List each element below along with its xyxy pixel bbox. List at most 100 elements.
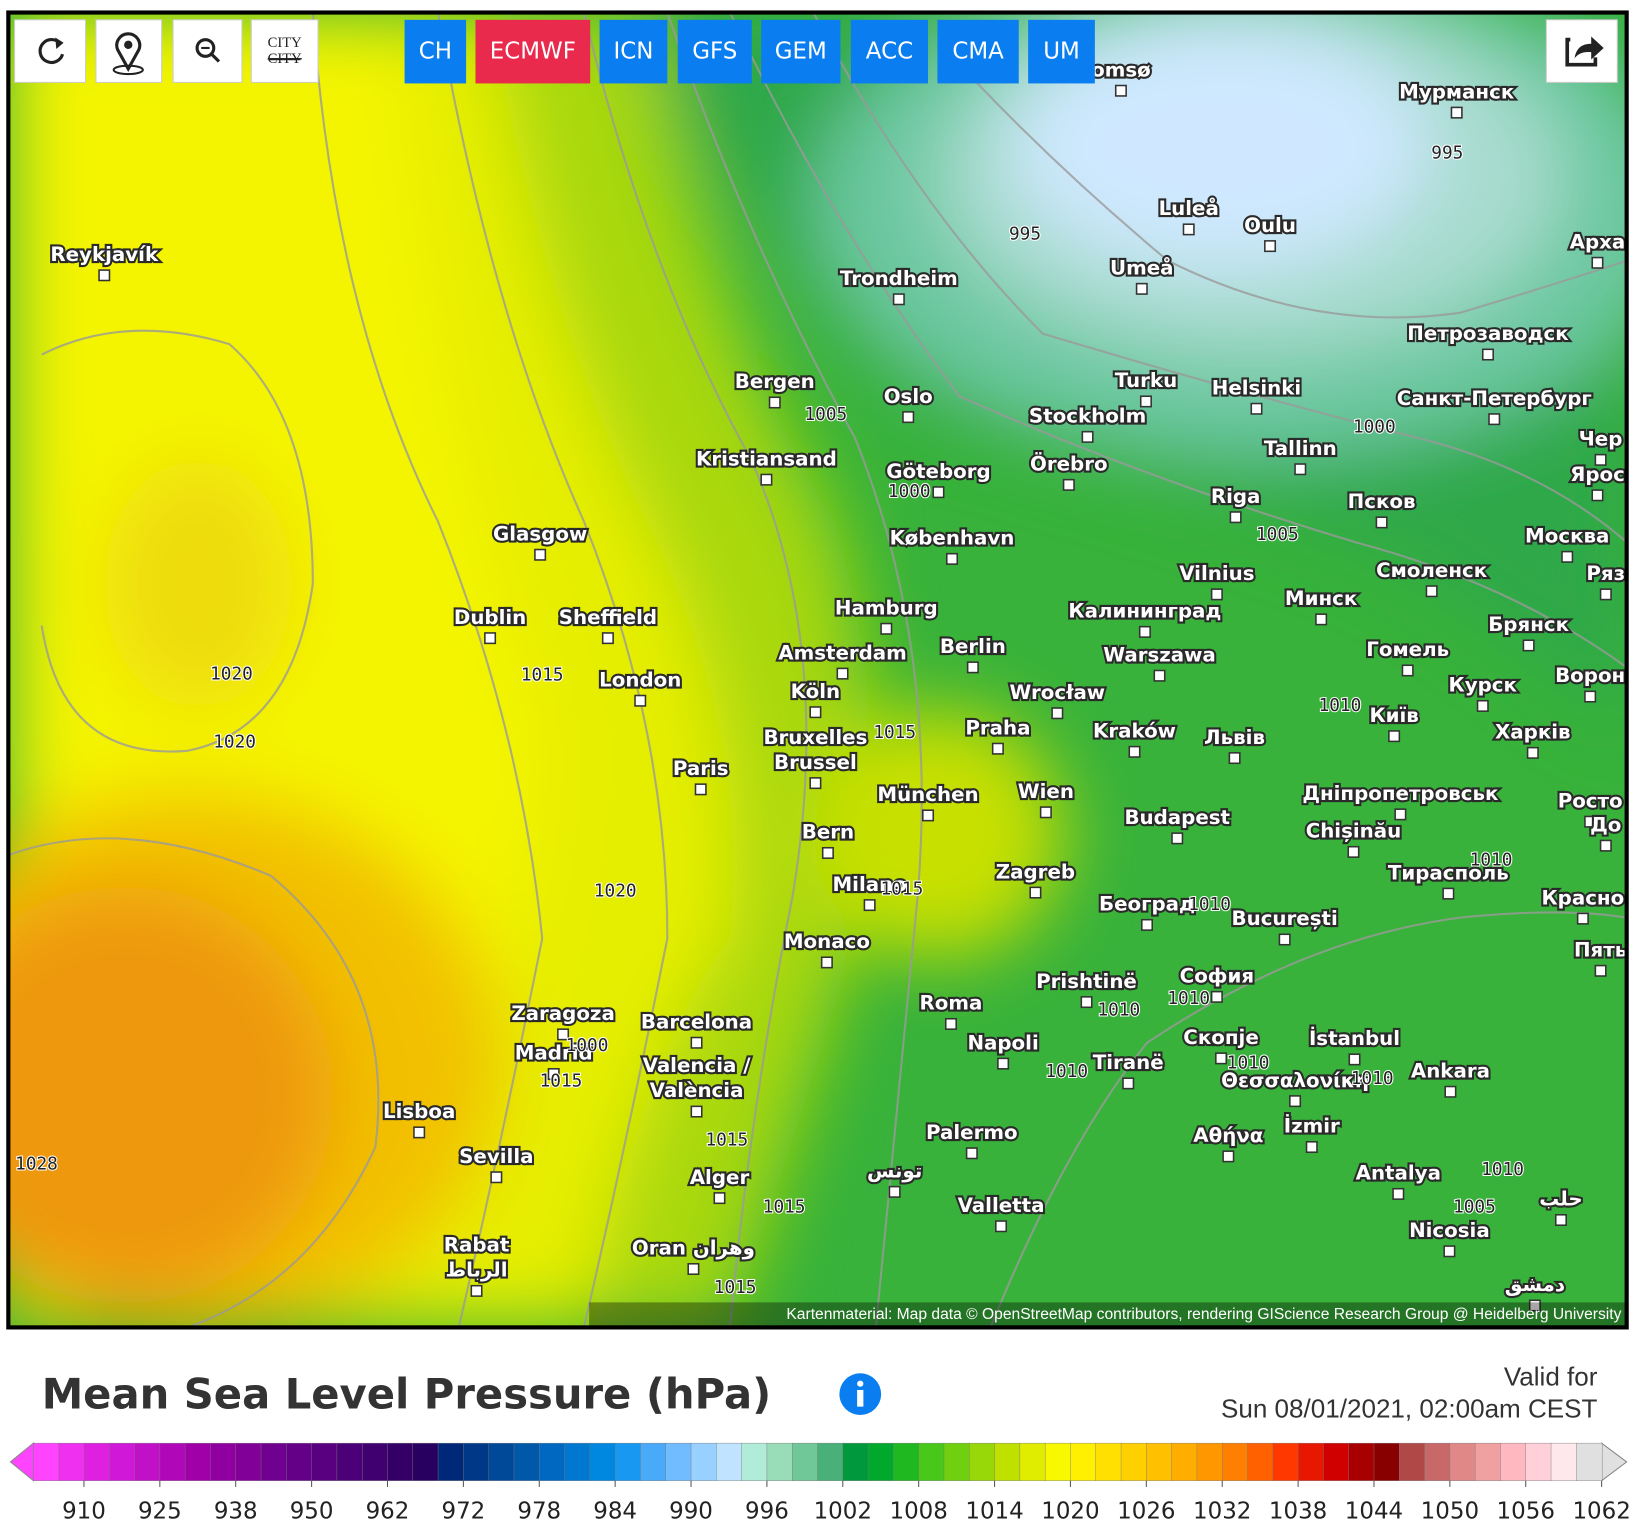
- city-marker: [1450, 106, 1463, 119]
- isobar-label: 1010: [1351, 1069, 1394, 1089]
- model-button[interactable]: ACC: [850, 19, 929, 84]
- city-label: До: [1590, 813, 1621, 836]
- city: تونس: [865, 1157, 924, 1198]
- city-label: Калининград: [1068, 600, 1221, 623]
- colorbar-cell: [184, 1442, 212, 1481]
- city: Sevilla: [457, 1143, 536, 1184]
- isobar-label: 995: [1009, 225, 1041, 245]
- colorbar-cell: [614, 1442, 642, 1481]
- model-button[interactable]: CMA: [937, 19, 1019, 84]
- colorbar-cell: [791, 1442, 819, 1481]
- city-marker: [892, 293, 905, 306]
- city: Минск: [1283, 585, 1360, 626]
- isobar-label: 1010: [1470, 850, 1513, 870]
- city-label: Ankara: [1411, 1059, 1490, 1082]
- map[interactable]: omsø Мурманск Luleå Oulu Арха Reykjavík Umeå Tr…: [0, 0, 1635, 1335]
- city-marker: [1488, 413, 1501, 426]
- city: Kraków: [1091, 717, 1178, 758]
- isobar-label: 1005: [805, 405, 848, 425]
- colorbar-cell: [1247, 1442, 1274, 1481]
- isobar-label: 1005: [1256, 525, 1299, 545]
- city: Glasgow: [491, 520, 589, 561]
- city: Turku: [1113, 367, 1179, 408]
- model-button-bg: [850, 19, 929, 84]
- model-button-label: CH: [419, 39, 452, 65]
- city-label: Чер: [1579, 428, 1623, 451]
- colorbar-cell: [690, 1442, 718, 1481]
- colorbar-tick-label: 1050: [1421, 1498, 1479, 1524]
- model-button[interactable]: ICN: [599, 19, 668, 84]
- city-marker: [1481, 348, 1494, 361]
- city: Praha: [963, 714, 1033, 755]
- city-marker: [1388, 730, 1401, 743]
- model-button[interactable]: GFS: [677, 19, 752, 84]
- city-marker: [888, 1185, 901, 1198]
- model-button-bg: [475, 19, 591, 84]
- colorbar-cell: [969, 1442, 996, 1481]
- city-label: İzmir: [1284, 1114, 1340, 1138]
- city-label: Antalya: [1356, 1162, 1441, 1185]
- model-button[interactable]: CH: [404, 19, 467, 84]
- city: Barcelona: [639, 1008, 754, 1049]
- city: Псков: [1346, 488, 1418, 529]
- city: Пять: [1572, 936, 1627, 977]
- reload-button[interactable]: [14, 19, 87, 83]
- city: Riga: [1209, 483, 1263, 524]
- zoom-button[interactable]: [172, 19, 243, 83]
- isobar-label: 1015: [705, 1131, 748, 1151]
- model-button[interactable]: GEM: [761, 19, 841, 84]
- city: Valencia /València: [641, 1052, 753, 1118]
- city-label: Örebro: [1030, 452, 1108, 476]
- info-button[interactable]: [839, 1373, 882, 1415]
- isobar-label: 1015: [714, 1278, 757, 1298]
- colorbar-cell: [665, 1442, 692, 1481]
- isobar-label-layer: 995 995 1005 1000 1000 1005 1020 1020 1015 1015 10…: [14, 142, 1525, 1299]
- colorbar-cell: [235, 1442, 262, 1481]
- city-label: Riga: [1211, 485, 1261, 508]
- city: Ankara: [1409, 1057, 1492, 1098]
- city-marker: [1425, 585, 1438, 598]
- colorbar-cell: [943, 1442, 970, 1481]
- colorbar-cell: [1070, 1442, 1097, 1481]
- city-marker: [413, 1126, 426, 1139]
- city: Valletta: [955, 1192, 1047, 1233]
- city-label: Ряз: [1586, 562, 1625, 585]
- colorbar-cell: [134, 1442, 161, 1481]
- colorbar-tick-label: 1026: [1117, 1498, 1175, 1524]
- colorbar-tick-label: 1032: [1193, 1498, 1251, 1524]
- model-button[interactable]: UM: [1028, 19, 1095, 84]
- city-marker: [1051, 707, 1064, 720]
- city-marker: [1599, 588, 1612, 601]
- city-label: İstanbul: [1309, 1026, 1400, 1050]
- city-marker: [1210, 588, 1223, 601]
- colorbar-cell: [539, 1442, 566, 1481]
- model-button[interactable]: ECMWF: [475, 19, 591, 84]
- city-marker: [490, 1171, 503, 1184]
- city-marker: [1444, 1085, 1457, 1098]
- city: Madrid: [513, 1040, 595, 1081]
- city-marker: [1347, 845, 1360, 858]
- city-marker: [1122, 1077, 1135, 1090]
- city-label: København: [890, 527, 1015, 550]
- city: Скопје: [1181, 1024, 1261, 1065]
- city-label: Bruxelles: [763, 726, 867, 749]
- city-label: Псков: [1348, 490, 1416, 513]
- city-marker: [965, 1147, 978, 1160]
- colorbar-cell: [1095, 1442, 1122, 1481]
- location-button[interactable]: [95, 19, 163, 83]
- city-marker: [1182, 223, 1195, 236]
- valid-label: Valid for: [1504, 1361, 1598, 1391]
- share-button[interactable]: [1545, 19, 1618, 83]
- colorbar-cell: [1525, 1442, 1552, 1481]
- city-label: Brussel: [774, 751, 857, 774]
- city-toggle-button[interactable]: CITY CITY: [250, 19, 319, 83]
- city-marker: [1561, 550, 1574, 563]
- city-label: Milano: [832, 873, 906, 896]
- colorbar-tick-label: 950: [290, 1498, 334, 1524]
- city: Amsterdam: [776, 639, 909, 680]
- city-marker: [1250, 402, 1263, 415]
- colorbar-cell: [1044, 1442, 1072, 1481]
- city-label: Valletta: [958, 1194, 1045, 1217]
- city-marker: [1141, 918, 1153, 931]
